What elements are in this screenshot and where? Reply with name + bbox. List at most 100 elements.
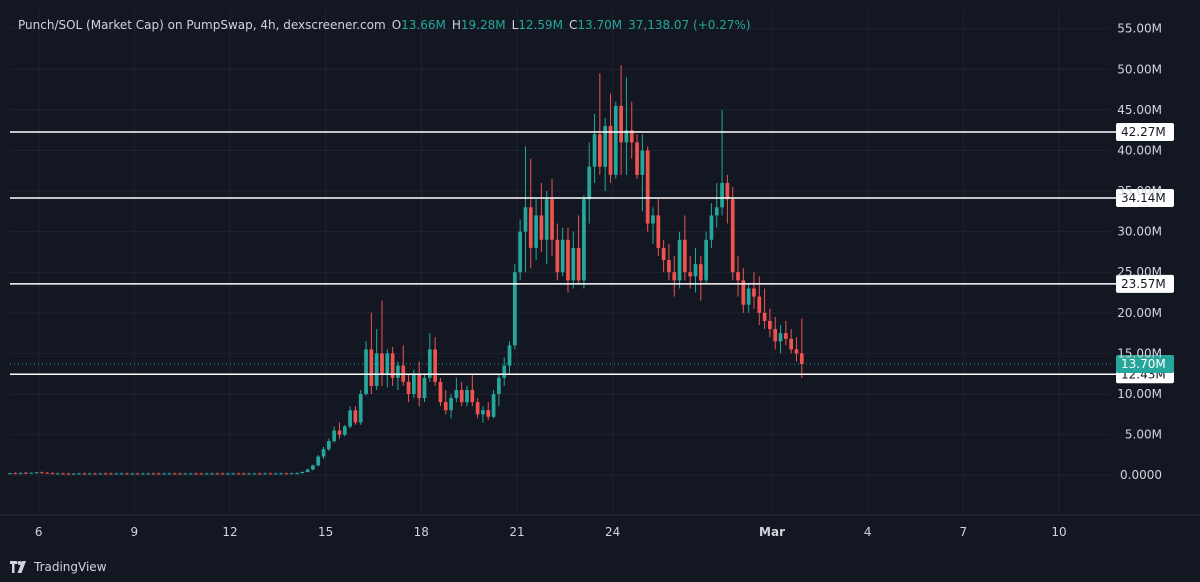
candle-body [247, 473, 251, 475]
candle-body [688, 272, 693, 277]
tradingview-attribution[interactable]: TradingView [10, 560, 107, 574]
time-axis[interactable]: 6 9 12 15 18 21 24 Mar 4 7 10 [0, 514, 1200, 539]
candle-body [550, 199, 554, 240]
candle-body [13, 473, 18, 475]
candle-body [284, 473, 289, 475]
price-tick-label: 55.00M [1117, 22, 1162, 36]
price-tick-label: 40.00M [1117, 143, 1162, 157]
candle-body [199, 473, 204, 475]
candle-body [412, 373, 416, 395]
candle-body [87, 473, 92, 475]
price-tick-label: 15.00M [1117, 346, 1162, 360]
candle-body [311, 465, 315, 470]
price-tick-label: 0.0000 [1120, 468, 1162, 482]
candle-body [491, 394, 496, 417]
open-value: 13.66M [401, 18, 446, 32]
candle-body [741, 280, 746, 305]
candle-body [667, 260, 671, 273]
candle-body [778, 333, 783, 342]
candle-body [61, 473, 65, 475]
open-label: O [391, 18, 402, 32]
candle-body [427, 349, 432, 378]
candle-body [539, 215, 544, 240]
price-tick-label: 25.00M [1117, 265, 1162, 279]
time-tick-label: 9 [131, 525, 139, 539]
candle-body [385, 353, 390, 374]
price-tick-label: 5.00M [1125, 428, 1162, 442]
symbol-title: Punch/SOL (Market Cap) on PumpSwap, 4h, … [18, 18, 386, 32]
candle-body [449, 398, 453, 411]
candle-body [725, 182, 730, 200]
candle-body [560, 239, 565, 273]
candle-body [438, 381, 443, 403]
horizontal-level-label: 42.27M [1121, 125, 1166, 139]
candle-body [45, 472, 50, 474]
candle-body [720, 182, 724, 208]
price-axis[interactable]: 0.0000 5.00M 10.00M 15.00M 20.00M 25.00M 30.00… [1117, 22, 1162, 483]
candle-body [273, 473, 278, 475]
candle-body [263, 473, 267, 475]
candle-body [125, 473, 129, 475]
candle-body [683, 239, 687, 273]
candle-body [608, 126, 613, 175]
horizontal-level-badge [1116, 123, 1174, 142]
candle-body [146, 473, 151, 475]
candle-body [497, 377, 501, 395]
candle-body [582, 199, 586, 281]
candle-body [783, 333, 788, 339]
candle-body [295, 473, 299, 475]
candle-body [502, 365, 507, 378]
candle-series[interactable] [8, 65, 804, 475]
chart-legend: Punch/SOL (Market Cap) on PumpSwap, 4h, … [18, 18, 751, 32]
candle-body [98, 473, 103, 475]
candle-body [156, 473, 161, 475]
candle-body [18, 472, 23, 474]
candle-body [257, 473, 262, 475]
horizontal-level-badge [1116, 189, 1174, 208]
candle-body [640, 150, 645, 175]
low-value: 12.59M [518, 18, 564, 32]
candle-body [789, 338, 794, 350]
candle-body [321, 449, 326, 457]
horizontal-level-label: 23.57M [1121, 277, 1166, 291]
price-tick-label: 45.00M [1117, 103, 1162, 117]
candle-body [629, 130, 634, 143]
candle-body [475, 402, 480, 415]
candle-body [677, 239, 682, 281]
price-tick-label: 20.00M [1117, 306, 1162, 320]
candle-body [103, 473, 108, 475]
candle-body [167, 473, 172, 475]
candle-body [130, 473, 135, 475]
candle-body [140, 473, 145, 475]
candle-body [226, 473, 230, 475]
candle-body [592, 134, 597, 167]
candle-body [587, 166, 592, 200]
candle-body [470, 389, 475, 403]
candle-body [364, 349, 368, 395]
candle-body [507, 345, 512, 366]
candle-body [305, 469, 310, 472]
low-label: L [511, 18, 519, 32]
candle-body [236, 473, 241, 475]
candle-body [597, 134, 602, 167]
candle-body [24, 472, 28, 474]
candle-body [194, 473, 198, 475]
candle-body [528, 207, 533, 248]
candle-body [348, 410, 352, 427]
candle-body [380, 353, 384, 374]
candle-body [752, 288, 756, 297]
price-tick-label: 50.00M [1117, 62, 1162, 76]
candle-body [396, 365, 400, 378]
candle-body [433, 349, 437, 382]
candle-body [252, 473, 257, 475]
candle-body [518, 231, 523, 273]
candle-body [66, 473, 71, 475]
close-label: C [569, 18, 578, 32]
time-tick-label: 15 [318, 525, 333, 539]
candle-body [672, 272, 677, 281]
candle-body [704, 239, 708, 281]
candle-body [151, 473, 156, 475]
candle-body [512, 272, 517, 346]
